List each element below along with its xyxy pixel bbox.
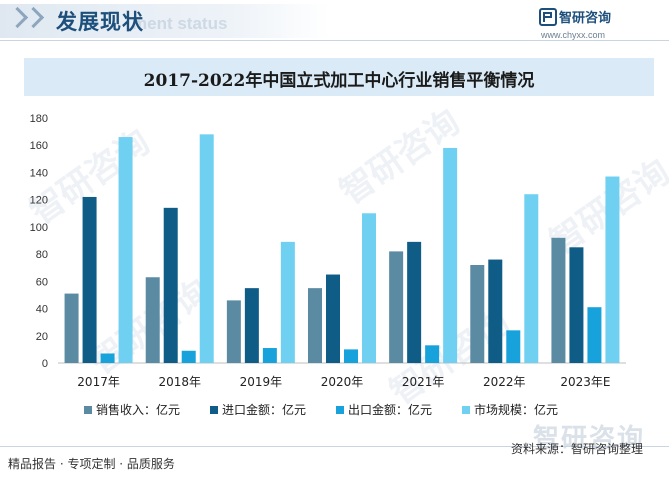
y-tick-label: 80 — [36, 249, 48, 261]
legend-item: 进口金额：亿元 — [210, 401, 306, 418]
y-tick-label: 60 — [36, 276, 48, 288]
header-banner — [0, 4, 330, 38]
legend-swatch — [462, 406, 470, 414]
y-tick-label: 40 — [36, 304, 48, 316]
bar — [551, 237, 566, 363]
bar — [425, 345, 440, 363]
bar — [308, 288, 322, 363]
x-tick-label: 2021年 — [402, 375, 445, 389]
bar — [524, 194, 539, 363]
bar — [262, 348, 277, 363]
legend-item: 市场规模：亿元 — [462, 401, 558, 418]
bar — [344, 349, 358, 363]
x-tick-label: 2022年 — [483, 375, 526, 389]
bar — [506, 330, 521, 363]
legend-swatch — [210, 406, 218, 414]
bar — [181, 350, 196, 363]
legend-swatch — [84, 406, 92, 414]
chart-title-box: 2017-2022年中国立式加工中心行业销售平衡情况 — [24, 58, 654, 96]
bar — [488, 259, 503, 363]
page-header: ment status 发展现状 智研咨询 www.chyxx.com — [0, 0, 669, 48]
x-tick-label: 2020年 — [321, 375, 364, 389]
y-tick-label: 0 — [42, 358, 48, 370]
bar — [569, 247, 584, 363]
y-tick-label: 20 — [36, 331, 48, 343]
y-tick-label: 160 — [30, 140, 48, 152]
bar — [326, 274, 340, 363]
x-tick-label: 2019年 — [240, 375, 283, 389]
bar-chart: 0 20 40 60 80 100 120 140 160 180 2017年 2018年 2019年 2… — [30, 113, 626, 389]
legend-label: 市场规模：亿元 — [474, 403, 559, 417]
legend-item: 出口金额：亿元 — [336, 401, 432, 418]
brand-name: 智研咨询 — [559, 11, 612, 26]
x-tick-label: 2023年E — [560, 375, 610, 389]
brand-block: 智研咨询 www.chyxx.com — [539, 6, 639, 44]
bar — [163, 207, 178, 363]
brand-logo-icon — [539, 8, 557, 26]
y-tick-label: 120 — [30, 195, 48, 207]
legend-label: 销售收入：亿元 — [96, 403, 181, 417]
bar — [118, 137, 133, 363]
legend-label: 进口金额：亿元 — [222, 403, 307, 417]
legend-item: 销售收入：亿元 — [84, 401, 180, 418]
watermark-logo: 智研咨询 — [532, 424, 645, 454]
brand-url: www.chyxx.com — [541, 30, 606, 40]
bar — [389, 251, 404, 363]
y-tick-label: 100 — [30, 222, 48, 234]
bar — [407, 241, 422, 363]
bar — [362, 213, 376, 363]
section-title: 发展现状 — [56, 10, 144, 34]
bar — [64, 293, 79, 363]
bar — [470, 265, 485, 363]
legend-swatch — [336, 406, 344, 414]
legend-label: 出口金额：亿元 — [348, 403, 433, 417]
y-tick-label: 140 — [30, 167, 48, 179]
footer-divider — [0, 446, 669, 447]
section-subtitle: ment status — [132, 14, 228, 33]
bar — [82, 196, 97, 363]
bar — [280, 241, 295, 363]
header-divider — [0, 40, 669, 41]
x-tick-label: 2017年 — [77, 375, 120, 389]
source-note: 资料来源：智研咨询整理 — [510, 442, 643, 456]
x-tick-label: 2018年 — [158, 375, 201, 389]
bar — [587, 307, 602, 363]
bar — [226, 300, 241, 363]
footer-slogan: 精品报告 · 专项定制 · 品质服务 — [8, 457, 175, 471]
bar — [145, 277, 160, 363]
bar — [443, 147, 458, 363]
chart-title: 2017-2022年中国立式加工中心行业销售平衡情况 — [143, 71, 535, 91]
bar — [244, 288, 259, 363]
bar — [199, 134, 214, 363]
bar — [100, 353, 115, 363]
bar — [605, 176, 620, 363]
y-tick-label: 180 — [30, 113, 48, 125]
